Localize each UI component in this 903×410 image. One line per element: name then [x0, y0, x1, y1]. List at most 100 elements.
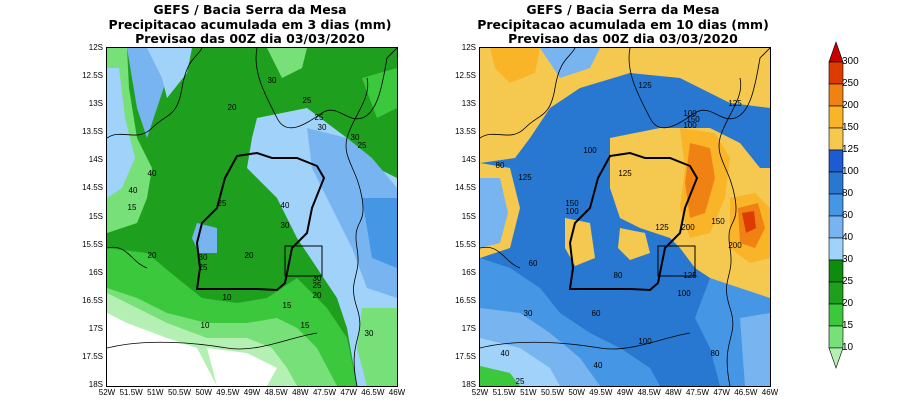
- lon-tick-label: 48W: [665, 388, 682, 397]
- colorbar-level-label: 10: [842, 342, 854, 353]
- contour-label: 40: [501, 349, 510, 358]
- contour-label: 80: [614, 271, 623, 280]
- colorbar-level-label: 80: [842, 188, 854, 199]
- colorbar-segment: [828, 127, 844, 151]
- basin-outline: [568, 151, 699, 292]
- state-border: [480, 246, 691, 350]
- contour-label: 40: [129, 186, 138, 195]
- colorbar-segment: [828, 171, 844, 195]
- lon-tick-label: 46W: [761, 388, 779, 397]
- right-precip-map: 125 125 100 100 150 100 125 150 100 80 125 200 125 15…: [479, 47, 771, 387]
- colorbar-level-label: 25: [842, 276, 854, 287]
- lon-tick-label: 50.5W: [540, 388, 565, 397]
- state-border: [107, 246, 318, 350]
- contour-label: 150: [686, 115, 700, 124]
- colorbar-level-label: 150: [842, 122, 859, 133]
- contour-label: 125: [618, 169, 632, 178]
- contour-label: 25: [303, 96, 312, 105]
- lon-tick-label: 46.5W: [734, 388, 758, 397]
- contour-label: 150: [565, 199, 579, 208]
- lat-tick-label: 12S: [88, 43, 103, 52]
- lon-tick-label: 51W: [520, 388, 537, 397]
- precip-field: [357, 308, 397, 386]
- left-title-line-3: Previsao das 00Z dia 03/03/2020: [135, 31, 365, 46]
- colorbar-segment: [828, 259, 844, 283]
- state-border: [345, 77, 369, 386]
- lon-tick-label: 50W: [568, 388, 585, 397]
- lat-tick-label: 13.5S: [82, 127, 103, 137]
- contour-label: 10: [223, 293, 232, 302]
- lat-tick-label: 17.5S: [455, 351, 476, 361]
- colorbar-segment: [828, 105, 844, 129]
- precip-field: [480, 178, 508, 248]
- lon-tick-label: 51.5W: [492, 388, 516, 397]
- precip-field: [490, 48, 540, 83]
- precip-field: [480, 48, 770, 163]
- basin-outline: [195, 151, 326, 292]
- contour-label: 100: [683, 109, 697, 118]
- contour-label: 15: [128, 203, 137, 212]
- colorbar-segment: [828, 237, 844, 261]
- contour-label: 25: [199, 263, 208, 272]
- lon-tick-label: 51.5W: [119, 388, 143, 397]
- contour-label: 30: [524, 309, 533, 318]
- contour-label: 60: [592, 309, 601, 318]
- lat-tick-label: 13S: [461, 99, 476, 109]
- contour-label: 20: [148, 251, 157, 260]
- contour-label: 25: [516, 377, 525, 386]
- lon-tick-label: 51W: [147, 388, 164, 397]
- colorbar-level-label: 60: [842, 210, 854, 221]
- contour-label: 25: [358, 141, 367, 150]
- lon-tick-label: 48W: [292, 388, 309, 397]
- contour-label: 150: [711, 217, 725, 226]
- contour-label: 200: [728, 241, 742, 250]
- lon-tick-label: 52W: [471, 388, 489, 397]
- contour-label: 60: [529, 259, 538, 268]
- precip-field: [107, 68, 135, 198]
- colorbar-top-triangle: [828, 41, 844, 63]
- contour-label: 125: [518, 173, 532, 182]
- contour-label: 80: [711, 349, 720, 358]
- precip-field: [267, 48, 307, 78]
- lat-tick-label: 15S: [461, 211, 476, 221]
- lat-tick-label: 18S: [88, 380, 103, 389]
- contour-label: 40: [281, 201, 290, 210]
- colorbar-segment: [828, 83, 844, 107]
- lat-tick-label: 12S: [461, 43, 476, 52]
- contour-label: 20: [313, 291, 322, 300]
- precip-field: [362, 198, 397, 268]
- colorbar-level-label: 100: [842, 166, 859, 177]
- contour-label: 30: [313, 274, 322, 283]
- right-contour-labels: 1251251001001501001251501008012520012515…: [496, 81, 743, 386]
- contour-label: 125: [683, 271, 697, 280]
- colorbar-level-label: 300: [842, 56, 859, 67]
- state-border: [107, 48, 397, 139]
- right-title-line-1: GEFS / Bacia Serra da Mesa: [526, 2, 720, 17]
- colorbar: [828, 41, 844, 369]
- lat-tick-label: 16.5S: [82, 295, 103, 305]
- colorbar-segment: [828, 215, 844, 239]
- right-title-line-2: Precipitacao acumulada em 10 dias (mm): [477, 16, 769, 32]
- colorbar-segment: [828, 325, 844, 349]
- lat-tick-label: 13S: [88, 99, 103, 109]
- lon-tick-label: 49W: [243, 388, 261, 397]
- state-border: [480, 48, 770, 139]
- contour-label: 40: [148, 169, 157, 178]
- contour-label: 30: [351, 133, 360, 142]
- contour-label: 30: [365, 329, 374, 338]
- lat-tick-label: 18S: [461, 380, 476, 389]
- precip-field: [742, 211, 756, 233]
- lon-tick-label: 52W: [98, 388, 116, 397]
- contour-label: 125: [655, 223, 669, 232]
- lat-tick-label: 16S: [88, 267, 103, 277]
- contour-label: 100: [583, 146, 597, 155]
- contour-label: 25: [313, 281, 322, 290]
- contour-label: 100: [683, 121, 697, 130]
- reservoir-box: [284, 245, 323, 277]
- right-title-line-3: Previsao das 00Z dia 03/03/2020: [508, 31, 738, 46]
- contour-label: 20: [245, 251, 254, 260]
- contour-label: 15: [283, 301, 292, 310]
- lon-tick-label: 46W: [388, 388, 406, 397]
- colorbar-bottom-triangle: [828, 347, 844, 369]
